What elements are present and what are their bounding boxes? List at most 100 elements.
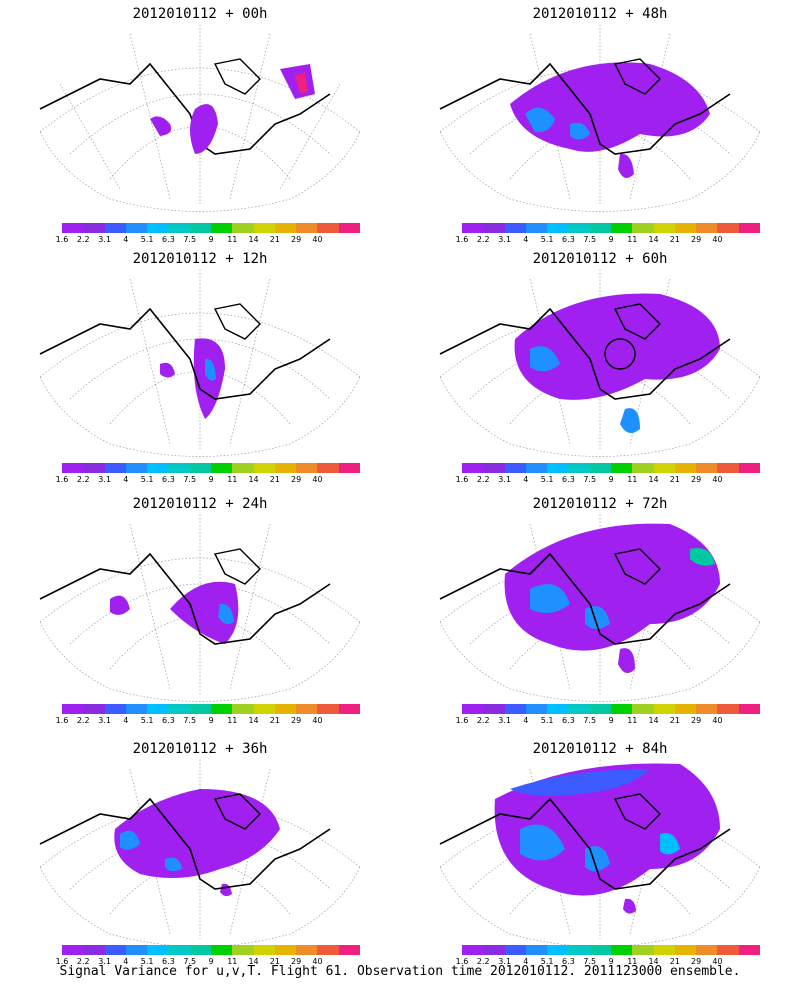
colorbar-tick-label: 21 xyxy=(669,716,680,725)
colorbar-tick-label: 3.1 xyxy=(98,957,111,966)
colorbar-segment xyxy=(674,704,697,714)
colorbar: 1.6 2.2 3.1 4 5.1 6.3 7.5 9 11 14 21 29 40 xyxy=(56,704,361,726)
colorbar-segment xyxy=(317,704,340,714)
colorbar-segment xyxy=(611,463,633,473)
colorbar-segment xyxy=(104,945,127,955)
colorbar-segment xyxy=(168,704,191,714)
colorbar-segment xyxy=(147,223,169,233)
colorbar-tick-label: 3.1 xyxy=(98,716,111,725)
colorbar-segment xyxy=(189,463,212,473)
colorbar-segment xyxy=(147,704,169,714)
colorbar-tick-label: 7.5 xyxy=(583,957,597,966)
colorbar-tick-label: 3.1 xyxy=(498,475,511,484)
colorbar-tick-label: 2.2 xyxy=(476,235,490,244)
colorbar-segment xyxy=(83,704,106,714)
colorbar-segment xyxy=(274,223,297,233)
colorbar-tick-label: 2.2 xyxy=(476,957,490,966)
colorbar-segment xyxy=(611,223,633,233)
polar-map xyxy=(39,514,361,702)
colorbar-segment xyxy=(483,223,506,233)
colorbar-tick-label: 29 xyxy=(691,235,702,244)
colorbar-tick-label: 29 xyxy=(691,957,702,966)
colorbar-segment xyxy=(125,704,148,714)
panel-72h: 2012010112 + 72h 1.6 2.2 3.1 4 5.1 6.3 7.5 9 11 1… xyxy=(400,490,800,735)
colorbar-tick-label: 11 xyxy=(227,235,238,244)
colorbar-tick-label: 5.1 xyxy=(540,957,554,966)
colorbar-segment xyxy=(568,945,591,955)
colorbar-tick-label: 4 xyxy=(123,716,129,725)
colorbar-segment xyxy=(696,704,718,714)
colorbar-segment xyxy=(189,223,212,233)
colorbar-tick-label: 2.2 xyxy=(76,235,90,244)
colorbar-segment xyxy=(483,463,506,473)
colorbar-segment xyxy=(296,945,318,955)
colorbar-segment xyxy=(653,463,676,473)
colorbar-tick-label: 11 xyxy=(227,475,238,484)
colorbar-segment xyxy=(504,704,527,714)
colorbar-tick-label: 11 xyxy=(227,957,238,966)
colorbar-tick-label: 5.1 xyxy=(140,235,154,244)
colorbar-segment xyxy=(717,223,740,233)
panel-36h: 2012010112 + 36h 1.6 2.2 3.1 4 5.1 6.3 7.5 9 11 1… xyxy=(0,735,400,980)
colorbar-tick-label: 40 xyxy=(712,475,723,484)
colorbar-tick-label: 7.5 xyxy=(183,716,197,725)
colorbar-segment xyxy=(317,223,340,233)
colorbar-segment xyxy=(611,704,633,714)
colorbar-segment xyxy=(653,704,676,714)
colorbar-tick-label: 7.5 xyxy=(583,235,597,244)
colorbar-segment xyxy=(611,945,633,955)
colorbar-segment xyxy=(62,223,84,233)
colorbar: 1.6 2.2 3.1 4 5.1 6.3 7.5 9 11 14 21 29 40 xyxy=(456,223,761,245)
colorbar-segment xyxy=(696,463,718,473)
colorbar-segment xyxy=(83,463,106,473)
colorbar-segment xyxy=(504,223,527,233)
colorbar: 1.6 2.2 3.1 4 5.1 6.3 7.5 9 11 14 21 29 40 xyxy=(56,463,361,485)
colorbar-segment xyxy=(125,223,148,233)
colorbar-tick-label: 9 xyxy=(608,716,614,725)
colorbar-tick-label: 3.1 xyxy=(498,957,511,966)
colorbar-tick-label: 29 xyxy=(691,716,702,725)
colorbar-tick-label: 9 xyxy=(208,957,214,966)
panel-24h: 2012010112 + 24h 1.6 2.2 3.1 4 5.1 6.3 7.5 9 11 1… xyxy=(0,490,400,735)
colorbar-segment xyxy=(738,223,761,233)
colorbar-segment xyxy=(738,945,761,955)
colorbar-tick-label: 4 xyxy=(523,716,529,725)
colorbar-segment xyxy=(253,463,276,473)
colorbar-segment xyxy=(338,463,361,473)
colorbar-tick-label: 11 xyxy=(627,957,638,966)
colorbar-segment xyxy=(589,704,612,714)
colorbar-segment xyxy=(274,945,297,955)
polar-map xyxy=(439,24,761,212)
colorbar-tick-label: 6.3 xyxy=(562,475,575,484)
colorbar-segment xyxy=(632,463,655,473)
polar-map xyxy=(39,24,361,212)
panel-60h: 2012010112 + 60h 1.6 2.2 3.1 4 5.1 6.3 7.5 9 11 1… xyxy=(400,245,800,490)
colorbar-tick-label: 40 xyxy=(312,716,323,725)
colorbar-tick-label: 21 xyxy=(669,957,680,966)
colorbar-segment xyxy=(653,223,676,233)
panel-title: 2012010112 + 24h xyxy=(132,496,268,512)
panel-title: 2012010112 + 48h xyxy=(532,6,668,22)
colorbar-segment xyxy=(525,223,548,233)
colorbar-segment xyxy=(211,223,233,233)
colorbar-tick-label: 1.6 xyxy=(455,957,469,966)
colorbar-segment xyxy=(232,704,255,714)
colorbar-segment xyxy=(83,223,106,233)
colorbar-tick-label: 29 xyxy=(291,475,302,484)
colorbar-segment xyxy=(504,945,527,955)
colorbar-segment xyxy=(274,463,297,473)
polar-map xyxy=(439,269,761,457)
colorbar-segment xyxy=(253,223,276,233)
colorbar-segment xyxy=(317,945,340,955)
colorbar-tick-label: 14 xyxy=(648,957,659,966)
colorbar-segment xyxy=(62,704,84,714)
colorbar-segment xyxy=(296,223,318,233)
colorbar-tick-label: 5.1 xyxy=(140,475,154,484)
colorbar-tick-label: 4 xyxy=(523,235,529,244)
colorbar-segment xyxy=(104,463,127,473)
colorbar-tick-label: 7.5 xyxy=(183,235,197,244)
colorbar-tick-label: 6.3 xyxy=(162,475,175,484)
colorbar-segment xyxy=(62,945,84,955)
colorbar-segment xyxy=(568,704,591,714)
colorbar-segment xyxy=(547,223,569,233)
